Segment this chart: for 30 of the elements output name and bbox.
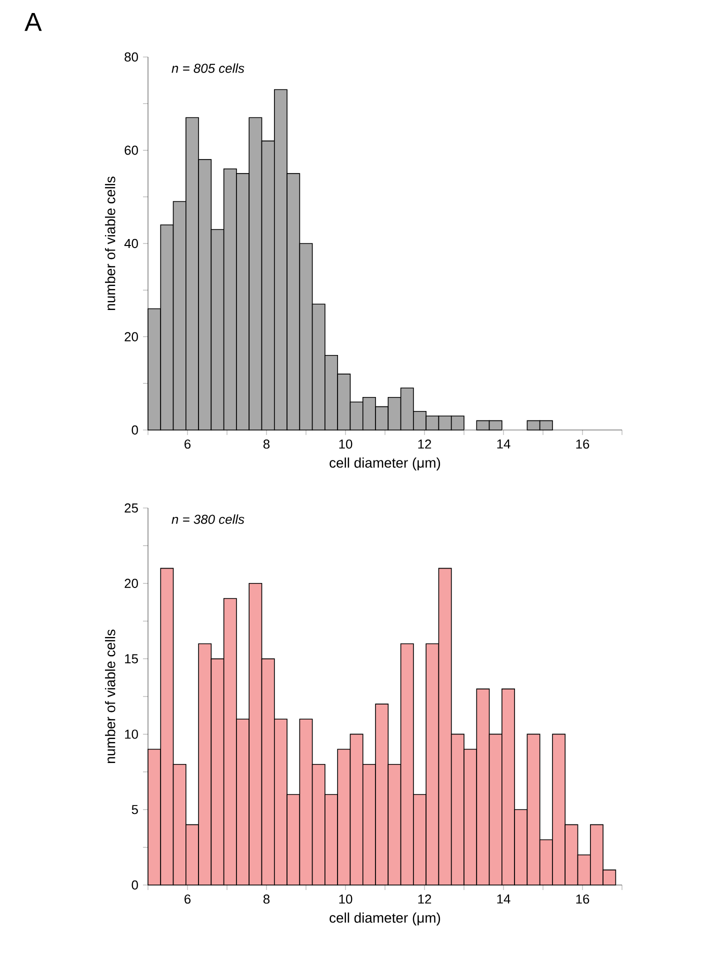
text: A bbox=[24, 13, 42, 31]
x-tick-label: 12 bbox=[418, 894, 432, 904]
x-tick-label: 6 bbox=[184, 440, 191, 449]
y-tick-label: 25 bbox=[124, 503, 138, 513]
y-tick-label: 20 bbox=[124, 578, 138, 588]
y-tick-label: 0 bbox=[132, 425, 138, 435]
y-tick-label: 40 bbox=[124, 238, 138, 248]
x-tick-label: 8 bbox=[263, 894, 270, 904]
x-tick-label: 12 bbox=[418, 440, 432, 449]
y-tick-label: 15 bbox=[125, 654, 138, 664]
annotation: n = 380 cells bbox=[172, 514, 244, 524]
x-tick-label: 14 bbox=[497, 440, 510, 448]
y-axis-title: number of viable cells bbox=[105, 630, 116, 764]
x-tick-label: 10 bbox=[339, 894, 352, 904]
y-tick-label: 80 bbox=[124, 52, 138, 62]
y-tick-label: 5 bbox=[132, 805, 138, 814]
x-tick-label: 16 bbox=[576, 440, 590, 449]
x-tick-label: 10 bbox=[339, 440, 352, 449]
x-axis-title: cell diameter (μm) bbox=[330, 458, 440, 471]
annotation: n = 805 cells bbox=[172, 63, 244, 73]
y-axis-title: number of viable cells bbox=[105, 176, 116, 310]
x-tick-label: 8 bbox=[263, 440, 270, 449]
x-tick-label: 14 bbox=[497, 894, 510, 904]
x-axis-title: cell diameter (μm) bbox=[330, 912, 440, 926]
y-tick-label: 20 bbox=[124, 332, 138, 342]
x-tick-label: 16 bbox=[576, 894, 590, 904]
y-tick-label: 60 bbox=[124, 146, 138, 155]
y-tick-label: 0 bbox=[132, 880, 138, 890]
x-tick-label: 6 bbox=[184, 894, 191, 904]
y-tick-label: 10 bbox=[125, 730, 138, 739]
